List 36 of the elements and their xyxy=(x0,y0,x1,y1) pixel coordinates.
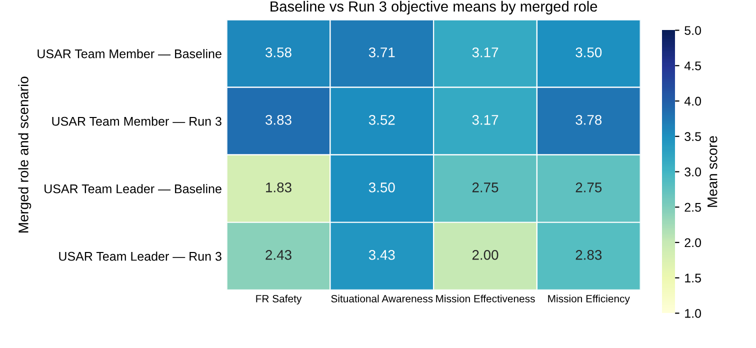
x-tick-label: Mission Effectiveness xyxy=(436,294,535,302)
data-label: 2.75 xyxy=(472,182,498,192)
data-label: 3.71 xyxy=(368,47,395,58)
y-tick-label: USAR Team Leader — Run 3 xyxy=(59,252,222,261)
data-label: 3.17 xyxy=(472,47,498,58)
data-label: 2.00 xyxy=(472,250,498,260)
x-tick-label: FR Safety xyxy=(256,294,302,304)
y-axis-title: Merged role and scenario xyxy=(18,76,32,232)
x-tick-label: Mission Efficiency xyxy=(548,294,630,304)
x-tick-label: Situational Awareness xyxy=(331,294,433,302)
color-bar-label: 5.0 xyxy=(684,26,702,35)
data-label: 2.75 xyxy=(576,182,602,192)
color-bar-title: Mean score xyxy=(708,136,718,207)
color-bar-label: 4.0 xyxy=(684,96,702,106)
y-tick-label: USAR Team Leader — Baseline xyxy=(44,184,222,194)
data-label: 3.17 xyxy=(472,114,498,125)
data-label: 3.52 xyxy=(368,114,395,125)
y-tick-label: USAR Team Member — Baseline xyxy=(38,49,222,58)
color-bar-label: 2.0 xyxy=(684,238,702,248)
data-label: 3.83 xyxy=(266,114,292,125)
data-label: 3.43 xyxy=(368,250,395,260)
data-label: 1.83 xyxy=(266,182,292,192)
y-tick-label: USAR Team Member — Run 3 xyxy=(52,116,222,126)
color-bar-label: 1.0 xyxy=(685,309,702,318)
chart-title: Baseline vs Run 3 objective means by merged role xyxy=(270,0,598,15)
color-bar-label: 1.5 xyxy=(685,274,701,282)
color-bar-label: 2.5 xyxy=(684,202,701,212)
data-label: 3.58 xyxy=(266,47,292,58)
data-label: 2.83 xyxy=(576,250,602,260)
data-label: 2.43 xyxy=(266,250,292,260)
data-label: 3.50 xyxy=(368,182,395,192)
color-bar-label: 3.0 xyxy=(684,168,702,176)
color-bar-label: 4.5 xyxy=(684,62,701,70)
color-bar-label: 3.5 xyxy=(684,132,701,142)
data-label: 3.78 xyxy=(576,114,602,125)
data-label: 3.50 xyxy=(576,47,602,58)
